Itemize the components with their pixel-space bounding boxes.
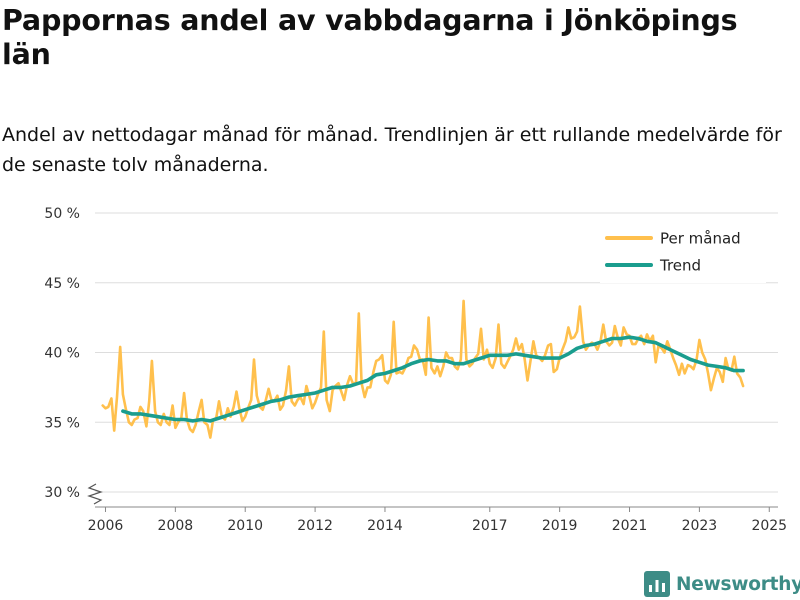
brand-name: Newsworthy	[676, 573, 800, 595]
y-tick-label-40: 40 %	[44, 346, 80, 362]
y-tick-label-45: 45 %	[44, 276, 80, 292]
x-tick-label-2021: 2021	[612, 518, 648, 534]
x-tick-label-2014: 2014	[367, 518, 403, 534]
series-line-trend	[121, 335, 745, 423]
axis-break-marker	[87, 483, 103, 505]
legend-label-trend: Trend	[659, 257, 701, 275]
x-tick-label-2023: 2023	[682, 518, 718, 534]
axes	[87, 483, 778, 508]
chart-subtitle: Andel av nettodagar månad för månad. Tre…	[2, 124, 782, 176]
x-tick-label-2010: 2010	[227, 518, 263, 534]
chart-title: Pappornas andel av vabbdagarna i Jönköpi…	[2, 4, 738, 71]
brand-logo[interactable]: Newsworthy	[644, 568, 800, 600]
y-tick-label-50: 50 %	[44, 206, 80, 222]
x-tick-label-2019: 2019	[542, 518, 578, 534]
x-tick-label-2012: 2012	[297, 518, 333, 534]
x-axis-ticks: 2006 2008 2010 2012 2014 2017 2019 2021 2023 2025	[88, 507, 787, 534]
legend-label-per-manad: Per månad	[660, 230, 741, 248]
x-tick-label-2017: 2017	[472, 518, 508, 534]
legend-background	[600, 225, 766, 283]
x-tick-label-2008: 2008	[158, 518, 194, 534]
series-line-per-manad	[101, 299, 745, 439]
chart-legend: Per månad Trend	[600, 225, 766, 283]
y-tick-label-35: 35 %	[44, 415, 80, 431]
x-tick-label-2006: 2006	[88, 518, 124, 534]
newsworthy-logo-icon	[644, 571, 670, 597]
x-tick-label-2025: 2025	[751, 518, 787, 534]
y-axis-ticks: 30 % 35 % 40 % 45 % 50 %	[44, 206, 80, 501]
line-chart: 30 % 35 % 40 % 45 % 50 % 2006 2008 2010 2012 201…	[44, 206, 787, 534]
y-tick-label-30: 30 %	[44, 485, 80, 501]
series-lines	[101, 299, 745, 439]
